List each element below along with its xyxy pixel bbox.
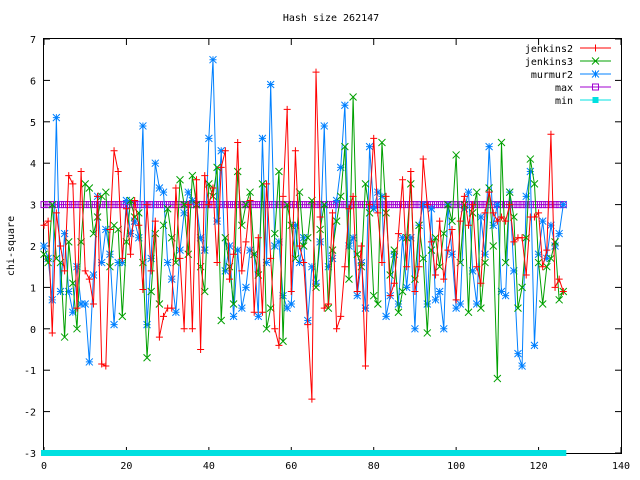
x-tick-label: 0 xyxy=(41,461,47,472)
legend-label: max xyxy=(555,83,573,94)
series-jenkins3 xyxy=(40,93,568,383)
legend-label: min xyxy=(555,96,573,107)
legend-label: jenkins2 xyxy=(525,44,573,55)
series-min xyxy=(41,450,567,456)
y-tick-label: 2 xyxy=(30,242,36,253)
series-markers-min xyxy=(41,450,567,456)
series-layer xyxy=(40,55,568,456)
legend-label: jenkins3 xyxy=(525,57,573,68)
x-tick-label: 60 xyxy=(285,461,297,472)
y-tick-label: -2 xyxy=(24,408,36,419)
y-tick-label: 5 xyxy=(30,118,36,129)
series-markers-jenkins2 xyxy=(40,68,567,403)
y-tick-label: 4 xyxy=(30,159,36,170)
y-tick-label: 0 xyxy=(30,325,36,336)
x-tick-label: 100 xyxy=(447,461,465,472)
y-tick-label: 6 xyxy=(30,76,36,87)
chart-title: Hash size 262147 xyxy=(283,13,379,24)
y-tick-label: -3 xyxy=(24,449,36,460)
series-markers-jenkins3 xyxy=(40,93,568,383)
x-tick-label: 120 xyxy=(530,461,548,472)
y-tick-label: -1 xyxy=(24,366,36,377)
legend-label: murmur2 xyxy=(531,70,573,81)
y-tick-label: 3 xyxy=(30,201,36,212)
x-tick-label: 80 xyxy=(368,461,380,472)
x-tick-label: 140 xyxy=(612,461,630,472)
legend: jenkins2 jenkins3 murmur2 max min xyxy=(525,44,611,107)
x-tick-label: 20 xyxy=(120,461,132,472)
y-axis-label: chi-square xyxy=(6,216,17,276)
series-jenkins2 xyxy=(40,68,567,403)
y-tick-label: 1 xyxy=(30,283,36,294)
x-tick-label: 40 xyxy=(203,461,215,472)
y-tick-label: 7 xyxy=(30,35,36,46)
